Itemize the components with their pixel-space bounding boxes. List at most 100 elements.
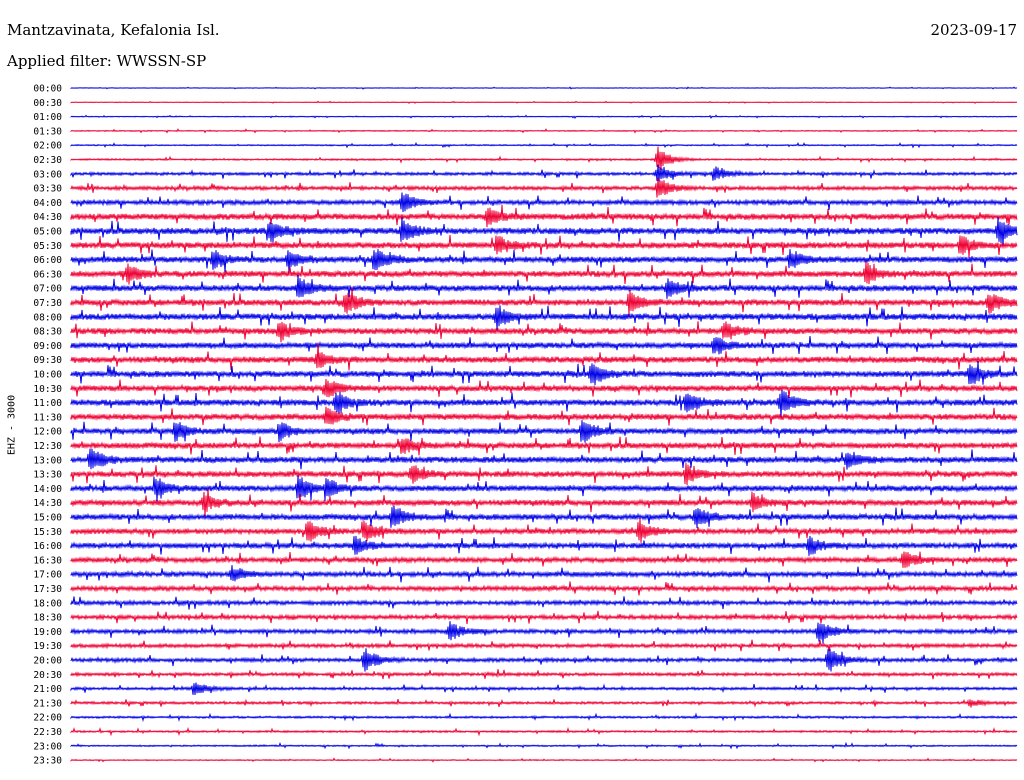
seismic-trace [70,420,1018,443]
seismic-trace [70,142,1018,149]
seismic-trace [70,389,1018,419]
time-label: 20:30 [33,670,62,681]
time-label: 01:00 [33,112,62,123]
time-label: 05:00 [33,227,62,238]
time-label: 17:00 [33,570,62,581]
time-label: 21:00 [33,684,62,695]
seismic-trace [70,321,1018,343]
time-label: 01:30 [33,126,62,137]
seismic-trace [70,712,1018,723]
seismic-trace [70,217,1018,247]
seismic-trace [70,86,1018,90]
seismic-trace [70,234,1018,258]
time-label: 13:00 [33,455,62,466]
time-label: 04:30 [33,212,62,223]
seismic-trace [70,204,1018,228]
seismic-trace [70,128,1018,134]
time-label: 16:00 [33,541,62,552]
seismic-trace [70,621,1018,644]
seismic-trace [70,535,1018,556]
seismic-trace [70,249,1018,274]
time-label: 23:00 [33,741,62,752]
time-label: 02:30 [33,155,62,166]
time-label: 08:00 [33,312,62,323]
time-label: 00:00 [33,84,62,95]
time-label: 05:30 [33,241,62,252]
seismic-trace [70,305,1018,331]
time-label: 02:00 [33,141,62,152]
time-label: 07:00 [33,284,62,295]
time-label: 19:30 [33,641,62,652]
time-label: 09:00 [33,341,62,352]
time-label: 11:30 [33,412,62,423]
time-label: 06:30 [33,269,62,280]
time-label: 13:30 [33,470,62,481]
time-label: 10:30 [33,384,62,395]
seismic-trace [70,287,1018,316]
seismic-trace [70,669,1018,680]
seismic-trace [70,192,1018,213]
time-label: 14:00 [33,484,62,495]
seismic-trace [70,581,1018,596]
time-label: 06:00 [33,255,62,266]
seismic-trace [70,682,1018,695]
seismic-trace [70,698,1018,708]
time-label: 22:00 [33,713,62,724]
station-title: Mantzavinata, Kefalonia Isl. [7,21,220,39]
seismic-trace [70,757,1018,763]
seismic-trace [70,462,1018,486]
time-label: 12:30 [33,441,62,452]
time-label: 20:00 [33,656,62,667]
seismic-trace [70,610,1018,625]
seismic-trace [70,261,1018,285]
time-label: 15:00 [33,513,62,524]
time-label: 14:30 [33,498,62,509]
seismic-trace [70,488,1018,517]
time-label: 11:00 [33,398,62,409]
seismic-trace [70,177,1018,198]
seismic-trace [70,378,1018,399]
seismic-trace [70,100,1018,104]
time-label: 09:30 [33,355,62,366]
seismic-trace [70,274,1018,299]
seismic-trace [70,741,1018,750]
seismic-trace [70,517,1018,543]
seismic-trace [70,505,1018,529]
time-label: 19:00 [33,627,62,638]
time-label: 12:00 [33,427,62,438]
time-label: 15:30 [33,527,62,538]
time-label: 00:30 [33,98,62,109]
seismic-trace [70,406,1018,426]
time-label: 07:30 [33,298,62,309]
seismic-trace [70,475,1018,502]
seismic-trace [70,551,1018,568]
time-label: 18:30 [33,613,62,624]
time-label: 16:30 [33,555,62,566]
time-label: 10:00 [33,370,62,381]
filter-label: Applied filter: WWSSN-SP [7,52,207,70]
seismic-trace [70,342,1018,371]
seismic-trace [70,335,1018,355]
seismic-trace [70,726,1018,737]
time-label: 08:30 [33,327,62,338]
time-label: 18:00 [33,598,62,609]
seismic-trace [70,164,1018,182]
seismic-trace [70,596,1018,610]
time-label: 04:00 [33,198,62,209]
seismic-trace [70,448,1018,470]
record-date: 2023-09-17 [930,21,1017,39]
seismic-trace [70,639,1018,652]
time-label: 21:30 [33,698,62,709]
time-label: 23:30 [33,756,62,767]
seismic-trace [70,360,1018,386]
seismic-trace [70,565,1018,583]
seismic-trace [70,146,1018,170]
time-label: 03:30 [33,184,62,195]
seismic-trace [70,114,1018,119]
seismic-trace [70,648,1018,672]
time-label: 22:30 [33,727,62,738]
time-label: 17:30 [33,584,62,595]
seismic-trace [70,436,1018,456]
time-label: 03:00 [33,169,62,180]
